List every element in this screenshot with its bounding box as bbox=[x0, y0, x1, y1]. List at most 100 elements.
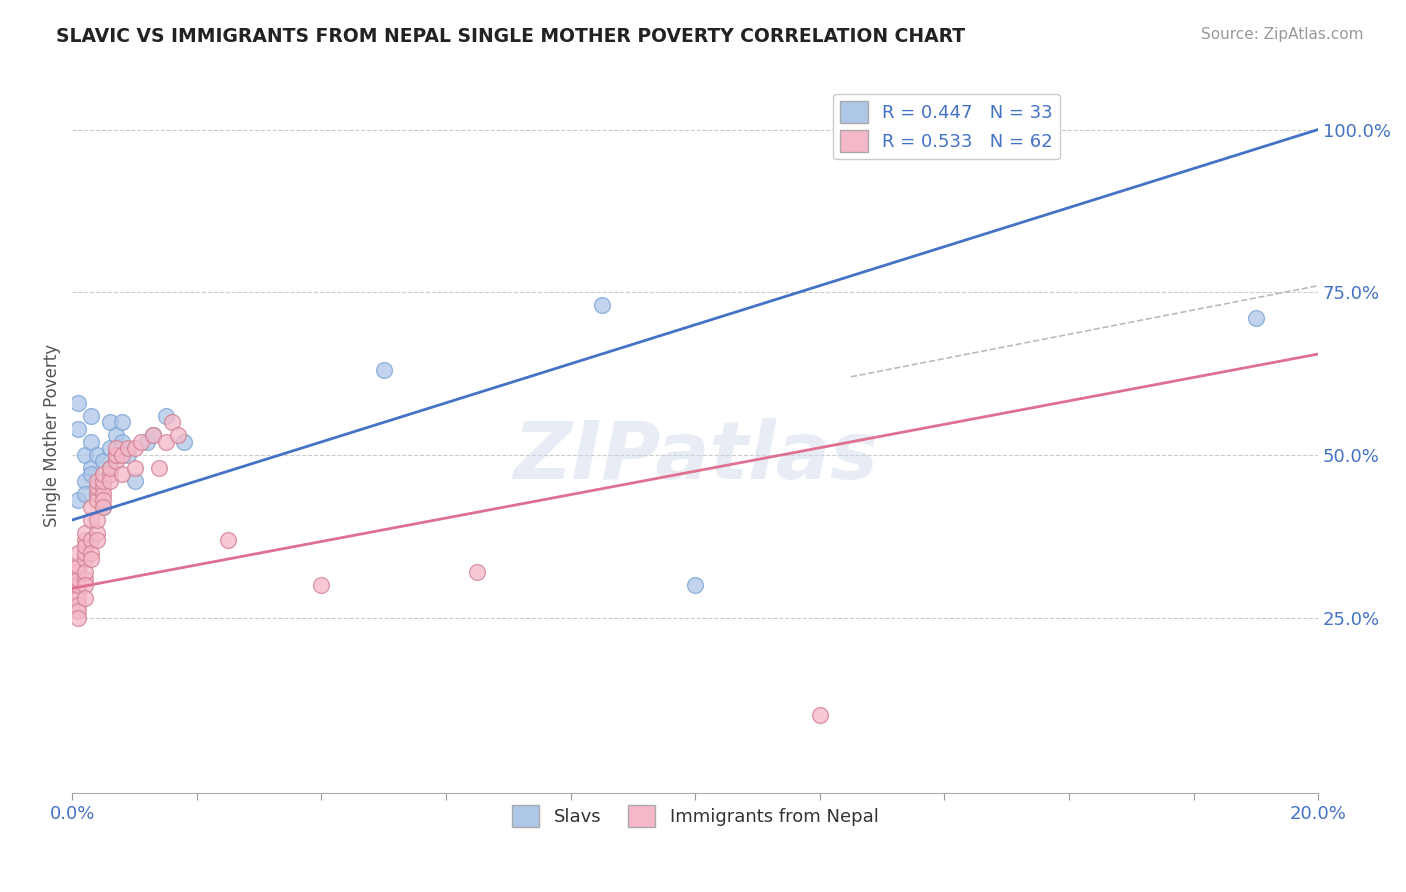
Point bbox=[98, 461, 121, 475]
Point bbox=[73, 565, 96, 579]
Point bbox=[93, 467, 115, 482]
Point bbox=[124, 442, 146, 456]
Point bbox=[104, 448, 127, 462]
Point bbox=[111, 434, 134, 449]
Point bbox=[86, 474, 108, 488]
Point bbox=[104, 442, 127, 456]
Point bbox=[173, 434, 195, 449]
Point bbox=[111, 467, 134, 482]
Point bbox=[142, 428, 165, 442]
Y-axis label: Single Mother Poverty: Single Mother Poverty bbox=[44, 343, 60, 527]
Point bbox=[86, 526, 108, 541]
Point bbox=[67, 558, 90, 573]
Point bbox=[86, 533, 108, 547]
Point bbox=[155, 409, 177, 423]
Point bbox=[67, 584, 90, 599]
Point bbox=[86, 493, 108, 508]
Point bbox=[591, 298, 613, 312]
Point bbox=[80, 552, 103, 566]
Point bbox=[67, 572, 90, 586]
Point bbox=[73, 578, 96, 592]
Point bbox=[93, 474, 115, 488]
Text: SLAVIC VS IMMIGRANTS FROM NEPAL SINGLE MOTHER POVERTY CORRELATION CHART: SLAVIC VS IMMIGRANTS FROM NEPAL SINGLE M… bbox=[56, 27, 966, 45]
Point bbox=[93, 500, 115, 514]
Point bbox=[73, 474, 96, 488]
Point bbox=[167, 428, 190, 442]
Point bbox=[124, 461, 146, 475]
Point bbox=[86, 487, 108, 501]
Point bbox=[1244, 311, 1267, 326]
Point bbox=[80, 409, 103, 423]
Point bbox=[98, 416, 121, 430]
Point bbox=[93, 487, 115, 501]
Point bbox=[93, 454, 115, 468]
Point bbox=[98, 442, 121, 456]
Point bbox=[117, 448, 139, 462]
Text: ZIPatlas: ZIPatlas bbox=[513, 417, 877, 496]
Point bbox=[683, 578, 706, 592]
Point bbox=[129, 434, 152, 449]
Point bbox=[80, 467, 103, 482]
Point bbox=[67, 545, 90, 559]
Point bbox=[80, 500, 103, 514]
Point bbox=[373, 363, 395, 377]
Point bbox=[67, 572, 90, 586]
Point bbox=[67, 565, 90, 579]
Point bbox=[104, 428, 127, 442]
Point bbox=[142, 428, 165, 442]
Point bbox=[67, 598, 90, 612]
Point bbox=[80, 545, 103, 559]
Point bbox=[73, 448, 96, 462]
Point bbox=[73, 487, 96, 501]
Point bbox=[93, 474, 115, 488]
Point bbox=[67, 396, 90, 410]
Point bbox=[73, 545, 96, 559]
Point bbox=[148, 461, 170, 475]
Point bbox=[86, 487, 108, 501]
Point bbox=[93, 480, 115, 494]
Point bbox=[117, 442, 139, 456]
Point bbox=[311, 578, 333, 592]
Point bbox=[67, 578, 90, 592]
Point bbox=[67, 578, 90, 592]
Point bbox=[160, 416, 183, 430]
Point bbox=[86, 448, 108, 462]
Point bbox=[155, 434, 177, 449]
Point bbox=[67, 591, 90, 606]
Point bbox=[86, 513, 108, 527]
Point bbox=[111, 448, 134, 462]
Point bbox=[80, 513, 103, 527]
Point bbox=[73, 526, 96, 541]
Point bbox=[98, 461, 121, 475]
Point bbox=[80, 461, 103, 475]
Point bbox=[80, 533, 103, 547]
Point bbox=[104, 448, 127, 462]
Point bbox=[86, 480, 108, 494]
Point bbox=[124, 474, 146, 488]
Point bbox=[86, 480, 108, 494]
Point bbox=[73, 572, 96, 586]
Point bbox=[93, 493, 115, 508]
Text: Source: ZipAtlas.com: Source: ZipAtlas.com bbox=[1201, 27, 1364, 42]
Point bbox=[104, 454, 127, 468]
Point bbox=[67, 604, 90, 618]
Legend: Slavs, Immigrants from Nepal: Slavs, Immigrants from Nepal bbox=[505, 798, 886, 834]
Point bbox=[67, 493, 90, 508]
Point bbox=[73, 591, 96, 606]
Point bbox=[104, 448, 127, 462]
Point bbox=[73, 539, 96, 553]
Point bbox=[465, 565, 488, 579]
Point bbox=[136, 434, 159, 449]
Point bbox=[98, 474, 121, 488]
Point bbox=[93, 500, 115, 514]
Point bbox=[67, 610, 90, 624]
Point bbox=[67, 422, 90, 436]
Point bbox=[67, 558, 90, 573]
Point bbox=[73, 533, 96, 547]
Point bbox=[73, 552, 96, 566]
Point bbox=[80, 434, 103, 449]
Point bbox=[808, 708, 831, 723]
Point bbox=[217, 533, 239, 547]
Point bbox=[98, 467, 121, 482]
Point bbox=[111, 416, 134, 430]
